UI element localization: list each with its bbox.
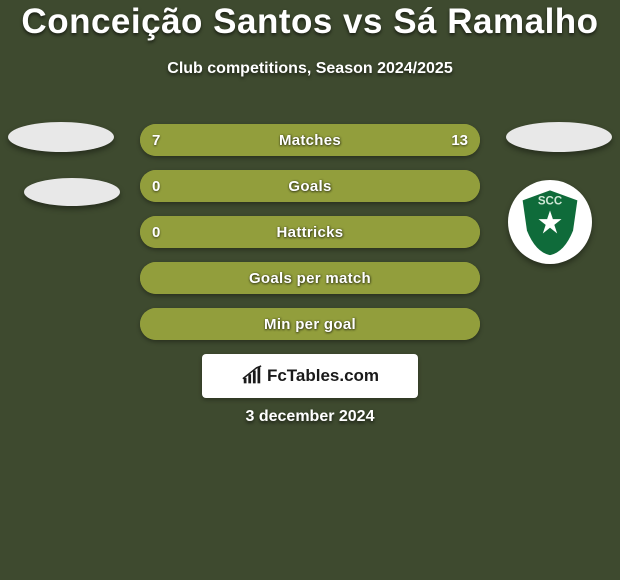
brand-text: FcTables.com bbox=[267, 366, 379, 386]
stat-bar-hattricks: 0 Hattricks bbox=[140, 216, 480, 248]
stat-bar-goals-per-match: Goals per match bbox=[140, 262, 480, 294]
club-crest-text: SCC bbox=[538, 196, 562, 208]
stat-right-value: 13 bbox=[451, 124, 468, 156]
stat-label: Matches bbox=[140, 124, 480, 156]
stat-bar-matches: 7 Matches 13 bbox=[140, 124, 480, 156]
right-club-badge: SCC bbox=[508, 180, 592, 264]
attribution-box: FcTables.com bbox=[202, 354, 418, 398]
stat-label: Goals bbox=[140, 170, 480, 202]
page-title: Conceição Santos vs Sá Ramalho bbox=[0, 2, 620, 42]
chart-icon bbox=[241, 365, 263, 387]
stat-label: Hattricks bbox=[140, 216, 480, 248]
comparison-infographic: Conceição Santos vs Sá Ramalho Club comp… bbox=[0, 0, 620, 580]
left-flag-ellipse bbox=[8, 122, 114, 152]
stat-bar-goals: 0 Goals bbox=[140, 170, 480, 202]
stat-bars: 7 Matches 13 0 Goals 0 Hattricks Goals p… bbox=[140, 124, 480, 354]
page-subtitle: Club competitions, Season 2024/2025 bbox=[0, 60, 620, 78]
brand: FcTables.com bbox=[241, 365, 379, 387]
date-text: 3 december 2024 bbox=[0, 408, 620, 426]
club-crest-icon: SCC bbox=[514, 186, 586, 258]
stat-label: Goals per match bbox=[140, 262, 480, 294]
left-club-ellipse bbox=[24, 178, 120, 206]
right-flag-ellipse bbox=[506, 122, 612, 152]
stat-label: Min per goal bbox=[140, 308, 480, 340]
stat-bar-min-per-goal: Min per goal bbox=[140, 308, 480, 340]
